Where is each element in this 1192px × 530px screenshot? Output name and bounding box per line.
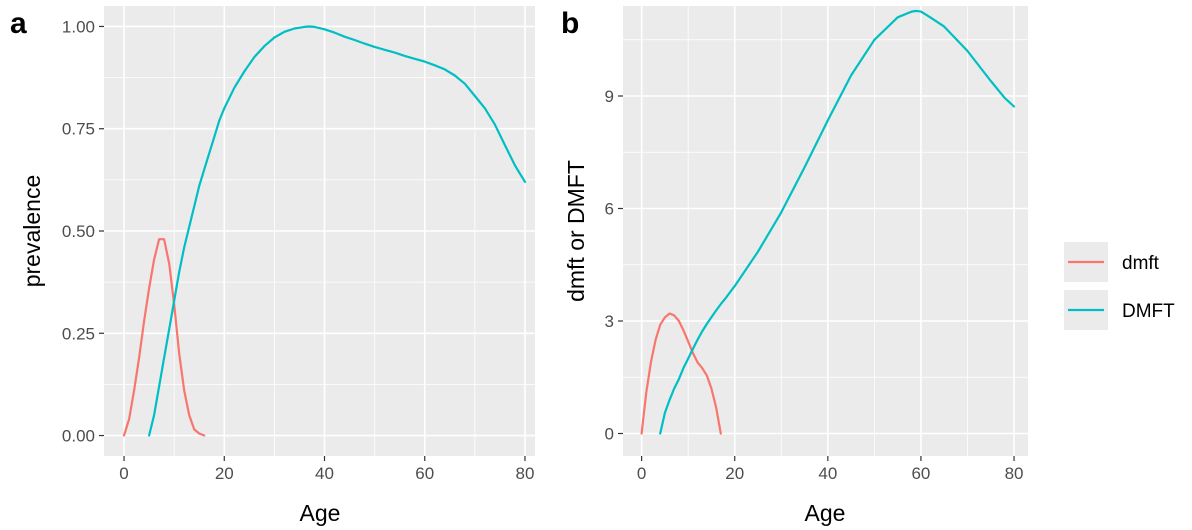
panel-a-series-dmft-line-dmft — [122, 238, 206, 437]
panel-b-y-tick-label: 0 — [605, 425, 614, 444]
panel-b-x-axis-title: Age — [805, 500, 846, 526]
panel-a-series-lines — [122, 25, 527, 437]
panel-b-x-tick-label: 80 — [1005, 464, 1024, 483]
panel-a: a 0 20 40 60 80 0.00 0.25 0.50 0.75 1.00 Age prev… — [10, 6, 535, 526]
panel-b-y-tick-label: 3 — [605, 312, 614, 331]
panel-a-y-tick-label: 0.50 — [62, 222, 95, 241]
panel-b-series-lines — [640, 9, 1016, 435]
panel-b-x-tick-label: 40 — [818, 464, 837, 483]
panel-a-y-tick-label: 0.00 — [62, 427, 95, 446]
legend: dmft DMFT — [1064, 242, 1175, 330]
panel-b-y-tick-label: 6 — [605, 200, 614, 219]
panel-a-series-dmft-line-DMFT — [148, 25, 527, 437]
panel-b-x-tick-label: 0 — [637, 464, 646, 483]
panel-b-y-axis-title: dmft or DMFT — [563, 160, 589, 302]
panel-a-y-tick-label: 0.25 — [62, 324, 95, 343]
panel-b-tag: b — [561, 7, 579, 40]
panel-a-x-axis-title: Age — [300, 500, 341, 526]
panel-a-axes: 0 20 40 60 80 0.00 0.25 0.50 0.75 1.00 — [62, 17, 535, 483]
panel-b: b 0 20 40 60 80 0 3 6 9 Age dmft or DMFT — [561, 6, 1028, 526]
panel-a-x-tick-label: 0 — [119, 464, 128, 483]
panel-b-series-dmft-line-DMFT — [659, 9, 1016, 435]
panel-a-gridlines — [104, 6, 535, 456]
panel-b-gridlines — [623, 6, 1028, 456]
panel-b-x-tick-label: 20 — [725, 464, 744, 483]
panel-b-x-tick-label: 60 — [911, 464, 930, 483]
panel-a-y-tick-label: 1.00 — [62, 17, 95, 36]
panel-a-x-tick-label: 80 — [516, 464, 535, 483]
panel-b-series-dmft-line-dmft — [640, 312, 722, 435]
panel-b-y-tick-label: 9 — [605, 87, 614, 106]
panel-a-x-tick-label: 40 — [315, 464, 334, 483]
legend-label-DMFT: DMFT — [1122, 301, 1175, 322]
panel-a-x-tick-label: 60 — [415, 464, 434, 483]
panel-a-tag: a — [10, 7, 27, 40]
panel-a-y-axis-title: prevalence — [19, 175, 45, 288]
legend-label-dmft: dmft — [1122, 253, 1160, 274]
panel-a-x-tick-label: 20 — [215, 464, 234, 483]
panel-b-background — [623, 6, 1028, 456]
panel-a-y-tick-label: 0.75 — [62, 120, 95, 139]
panel-b-axes: 0 20 40 60 80 0 3 6 9 — [605, 87, 1024, 483]
